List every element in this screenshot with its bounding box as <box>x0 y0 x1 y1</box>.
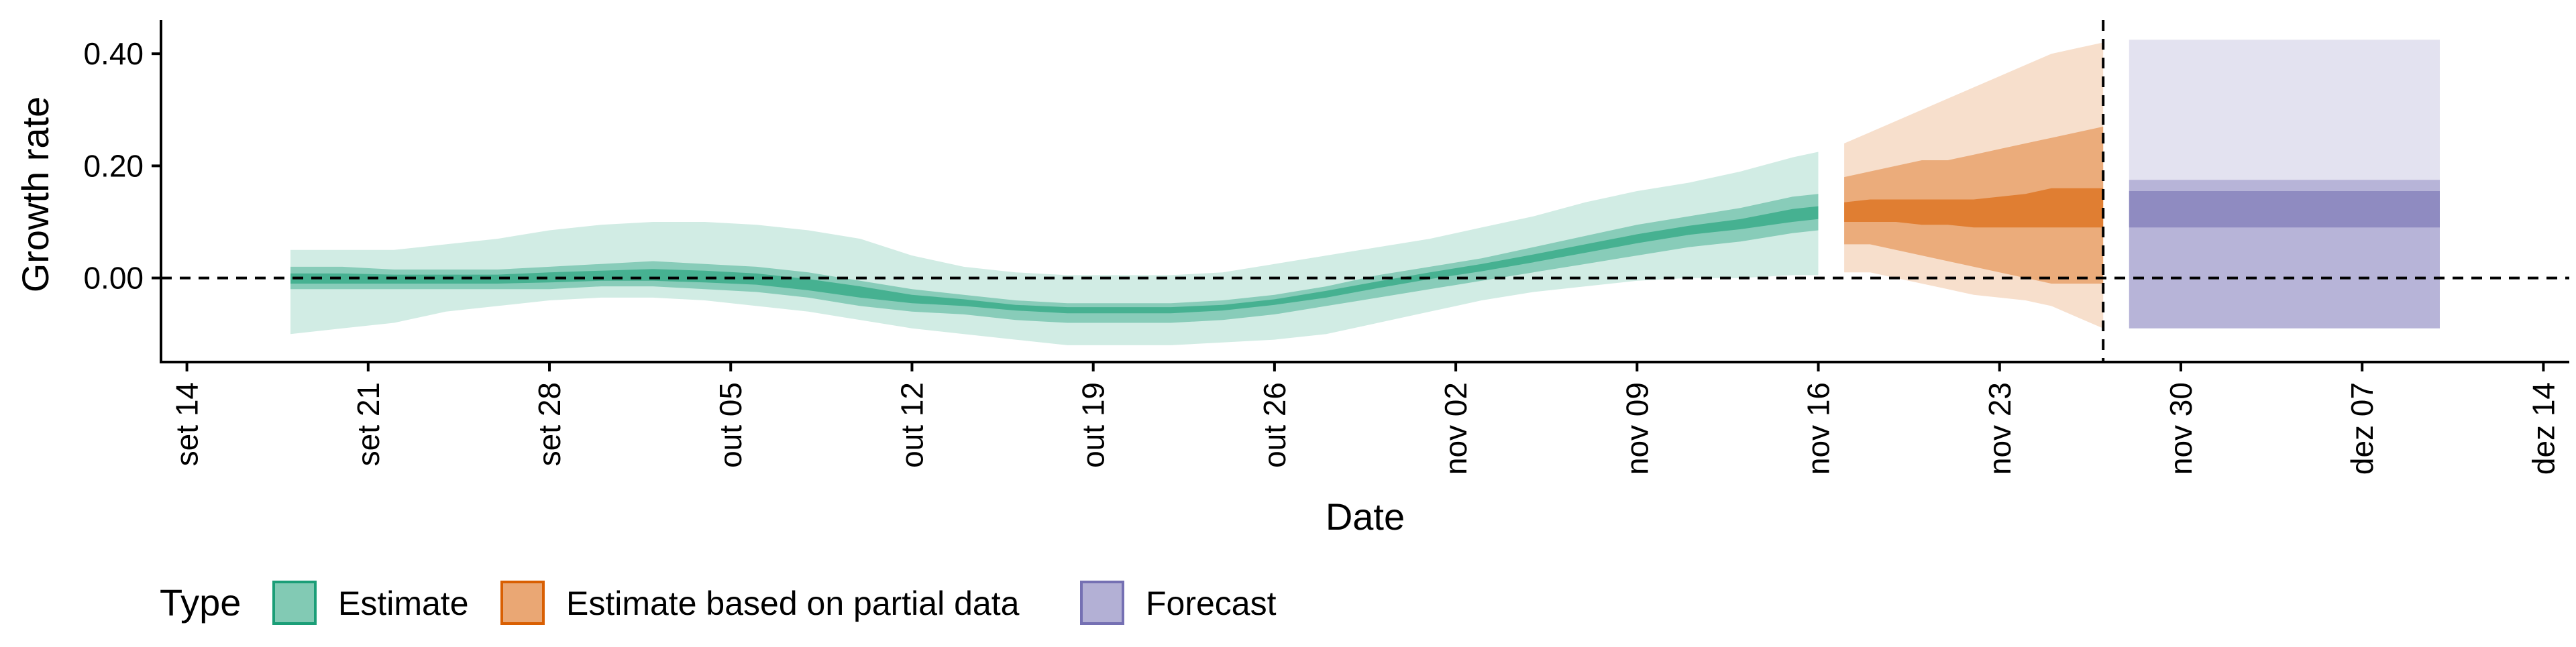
x-tick-label: nov 02 <box>1438 382 1473 475</box>
x-tick-label: set 21 <box>351 382 386 466</box>
x-tick-label: dez 14 <box>2526 382 2561 475</box>
legend: Type Estimate Estimate based on partial d… <box>160 581 1277 625</box>
x-tick-label: nov 30 <box>2163 382 2198 475</box>
x-tick-label: set 14 <box>170 382 205 466</box>
x-tick-label: nov 16 <box>1801 382 1836 475</box>
x-axis-title: Date <box>1326 495 1405 538</box>
y-axis-title: Growth rate <box>14 97 56 293</box>
band-forecast-outer <box>2129 40 2440 329</box>
bands-layer <box>290 40 2440 345</box>
legend-key-forecast <box>1080 581 1124 625</box>
y-tick-label: 0.40 <box>83 36 144 71</box>
band-estimate-based-on-partial-data-outer <box>1844 42 2104 329</box>
legend-label-estimate: Estimate <box>338 585 469 622</box>
x-tick-label: out 26 <box>1257 382 1292 468</box>
x-tick-label: nov 09 <box>1619 382 1654 475</box>
legend-label-estimate-based-on-partial-data: Estimate based on partial data <box>566 585 1020 622</box>
x-tick-label: out 12 <box>894 382 929 468</box>
legend-key-estimate-based-on-partial-data <box>500 581 545 625</box>
x-tick-label: set 28 <box>532 382 567 466</box>
legend-key-estimate <box>272 581 317 625</box>
legend-title: Type <box>160 581 241 624</box>
x-tick-label: dez 07 <box>2345 382 2379 475</box>
x-tick-label: out 19 <box>1076 382 1111 468</box>
band-forecast-inner <box>2129 191 2440 228</box>
band-estimate-based-on-partial-data-inner <box>1844 188 2104 228</box>
x-tick-label: out 05 <box>713 382 748 468</box>
legend-label-forecast: Forecast <box>1146 585 1277 622</box>
axes-layer: 0.00 0.20 0.40 set 14 set 21 set 28 out 05 out … <box>83 20 2569 475</box>
band-estimate-inner <box>290 206 1819 314</box>
x-tick-label: nov 23 <box>1982 382 2017 475</box>
band-estimate-outer <box>290 152 1819 345</box>
y-tick-label: 0.20 <box>83 148 144 183</box>
y-tick-label: 0.00 <box>83 261 144 296</box>
reference-lines <box>161 20 2569 362</box>
